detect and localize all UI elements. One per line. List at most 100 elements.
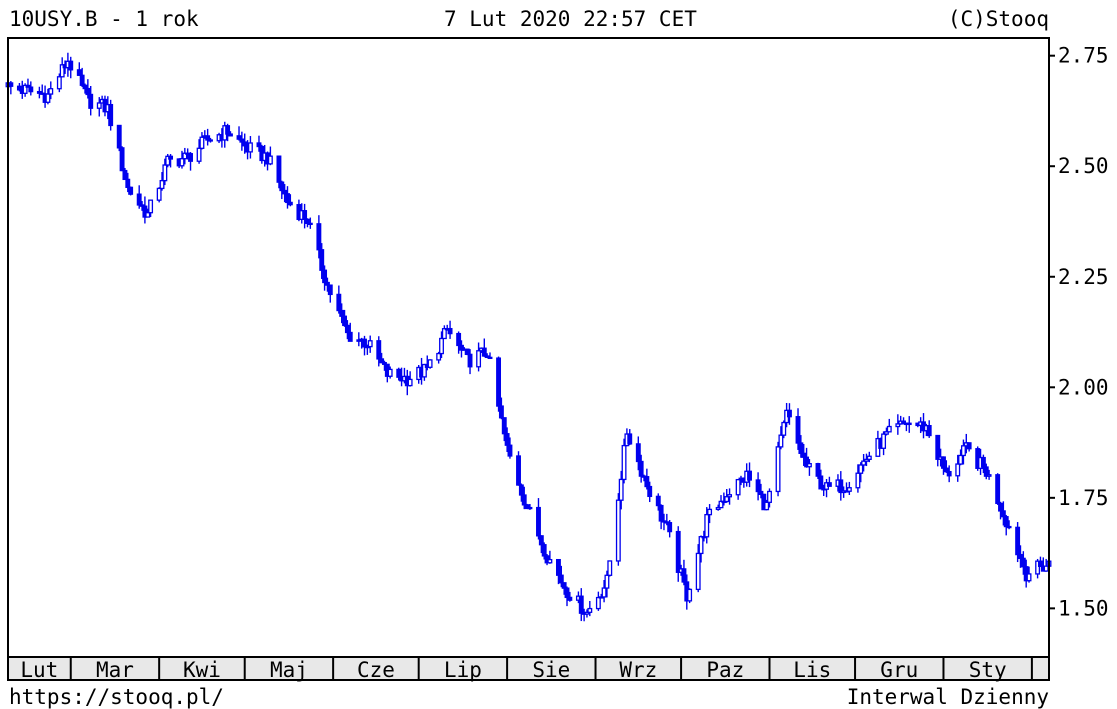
candle-body-up	[427, 359, 433, 368]
price-candle	[387, 366, 393, 379]
candle-body-up	[367, 340, 373, 348]
price-candle	[941, 456, 946, 475]
candle-body-down	[116, 124, 122, 149]
candle-body-down	[484, 355, 490, 359]
price-candle	[858, 462, 864, 483]
candle-body-down	[339, 309, 345, 317]
candle-body-up	[727, 494, 733, 498]
candle-body-down	[322, 269, 328, 284]
candle-body-up	[407, 378, 413, 387]
candle-body-up	[165, 155, 171, 166]
price-candle	[1000, 501, 1006, 526]
price-candle	[16, 83, 22, 92]
candle-body-up	[96, 102, 102, 109]
candle-body-down	[128, 186, 134, 195]
price-candle	[681, 559, 687, 586]
y-tick-label: 1.75	[1058, 486, 1109, 510]
candle-body-down	[125, 178, 131, 188]
candle-body-down	[342, 315, 347, 327]
candle-body-down	[188, 153, 193, 162]
price-candle	[707, 504, 713, 524]
price-candle	[319, 243, 325, 279]
candle-body-up	[806, 463, 812, 468]
x-tick-label: Mar	[96, 658, 134, 682]
price-candle	[182, 147, 188, 165]
candle-body-up	[960, 445, 966, 457]
candle-body-down	[518, 484, 524, 496]
candle-body-down	[225, 125, 231, 135]
price-candle	[698, 535, 704, 563]
price-candle	[302, 203, 308, 229]
price-candle	[926, 420, 932, 438]
candle-body-down	[276, 155, 282, 183]
candle-body-down	[285, 193, 290, 204]
candle-body-down	[578, 595, 584, 614]
candle-body-down	[755, 479, 761, 493]
candle-body-down	[68, 60, 74, 71]
price-candle	[946, 465, 952, 483]
price-candle	[336, 285, 342, 314]
source-url[interactable]: https://stooq.pl/	[9, 685, 224, 709]
price-candle	[427, 359, 433, 369]
candle-body-down	[815, 463, 821, 477]
price-candle	[861, 453, 867, 472]
candle-body-up	[179, 158, 185, 167]
candle-body-down	[108, 103, 114, 127]
price-candle	[846, 481, 852, 495]
price-candle	[998, 501, 1003, 520]
candle-body-up	[476, 350, 482, 368]
candle-body-down	[379, 358, 385, 364]
candle-body-down	[901, 420, 906, 424]
candle-body-up	[846, 487, 852, 492]
y-tick-label: 2.00	[1058, 375, 1109, 399]
price-candle	[644, 468, 650, 490]
candle-body-up	[584, 611, 590, 615]
candle-body-down	[983, 466, 989, 477]
candle-body-down	[567, 596, 573, 601]
candle-body-up	[707, 508, 713, 516]
candle-body-up	[986, 474, 992, 477]
price-candle	[159, 172, 165, 191]
candle-body-up	[607, 560, 613, 576]
candle-body-up	[781, 421, 787, 436]
price-candle	[966, 442, 972, 452]
price-candle	[781, 420, 787, 439]
price-candle	[228, 131, 233, 137]
candle-body-down	[347, 331, 353, 342]
candle-body-up	[587, 607, 593, 613]
candle-body-up	[145, 212, 151, 218]
candle-body-down	[538, 535, 544, 546]
price-candle	[421, 363, 427, 381]
candle-body-down	[168, 155, 174, 160]
price-candle	[305, 218, 310, 228]
price-candle	[242, 133, 248, 154]
candle-body-up	[775, 446, 781, 493]
price-candle	[1037, 556, 1043, 568]
candle-body-down	[935, 434, 941, 460]
candle-body-down	[758, 490, 764, 496]
price-candle	[747, 462, 752, 488]
price-candle	[687, 588, 693, 604]
candle-body-up	[199, 136, 205, 149]
candle-body-down	[521, 494, 527, 506]
price-candle	[484, 353, 490, 359]
price-candle	[501, 417, 507, 442]
y-tick-label: 2.75	[1058, 44, 1109, 68]
candle-body-down	[336, 293, 342, 312]
price-candle	[236, 126, 242, 141]
price-candle	[518, 483, 524, 502]
price-candle	[838, 471, 844, 501]
price-candle	[196, 139, 202, 164]
price-candle	[604, 570, 610, 598]
price-candle	[79, 67, 85, 88]
price-candle	[481, 338, 487, 357]
x-tick-label: Paz	[706, 658, 744, 682]
candle-body-down	[995, 474, 1001, 505]
price-candle	[467, 349, 473, 375]
candle-body-up	[855, 472, 861, 489]
price-candle	[85, 79, 91, 99]
candle-body-down	[1018, 553, 1023, 560]
price-candle	[655, 493, 661, 511]
y-tick-label: 1.50	[1058, 596, 1109, 620]
